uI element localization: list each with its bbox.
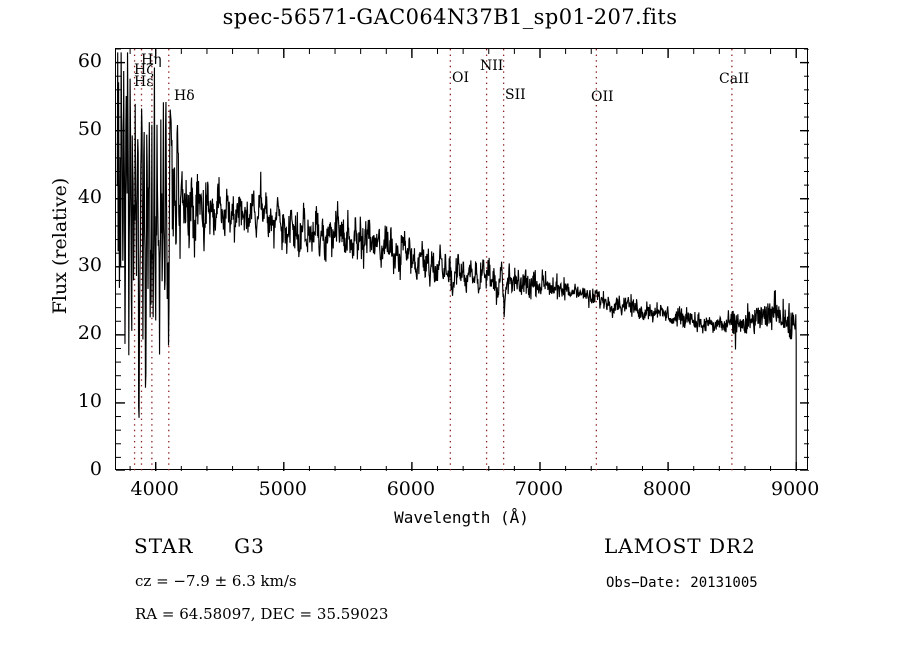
line-label-OII: OII <box>591 89 614 105</box>
x-tick-label-6000: 6000 <box>386 478 436 500</box>
footer-obs-date: Obs−Date: 20131005 <box>606 575 758 591</box>
line-label-SII: SII <box>505 87 526 103</box>
y-tick-label-10: 10 <box>77 389 102 412</box>
line-label-H: Hε <box>134 74 154 90</box>
footer-coordinates: RA = 64.58097, DEC = 35.59023 <box>135 605 389 623</box>
y-axis-title: Flux (relative) <box>49 177 71 315</box>
line-label-H: Hζ <box>134 62 154 78</box>
x-tick-label-4000: 4000 <box>130 478 179 500</box>
y-tick-label-20: 20 <box>77 321 102 344</box>
x-tick-label-8000: 8000 <box>642 478 692 500</box>
spectrum-svg <box>116 49 809 471</box>
line-label-H: Hη <box>141 52 162 68</box>
spectral-class-label: G3 <box>234 534 265 558</box>
footer-object-type: STAR G3 <box>134 534 265 558</box>
object-type-label: STAR <box>134 534 194 558</box>
y-tick-label-60: 60 <box>77 49 102 72</box>
line-label-H: Hδ <box>174 88 195 104</box>
y-tick-label-30: 30 <box>77 253 102 276</box>
y-tick-label-50: 50 <box>77 117 102 140</box>
line-label-NII: NII <box>480 58 504 74</box>
figure-title: spec-56571-GAC064N37B1_sp01-207.fits <box>222 5 678 29</box>
footer-survey: LAMOST DR2 <box>604 534 756 558</box>
y-tick-label-40: 40 <box>77 185 102 208</box>
footer-redshift: cz = −7.9 ± 6.3 km/s <box>135 572 297 590</box>
y-tick-label-0: 0 <box>89 458 102 480</box>
line-label-CaII: CaII <box>719 71 750 87</box>
x-tick-label-7000: 7000 <box>514 478 564 500</box>
x-axis-title: Wavelength (Å) <box>394 508 529 527</box>
x-tick-label-9000: 9000 <box>771 478 820 500</box>
x-tick-label-5000: 5000 <box>258 478 307 500</box>
line-label-OI: OI <box>452 70 470 86</box>
plot-area <box>115 48 809 471</box>
